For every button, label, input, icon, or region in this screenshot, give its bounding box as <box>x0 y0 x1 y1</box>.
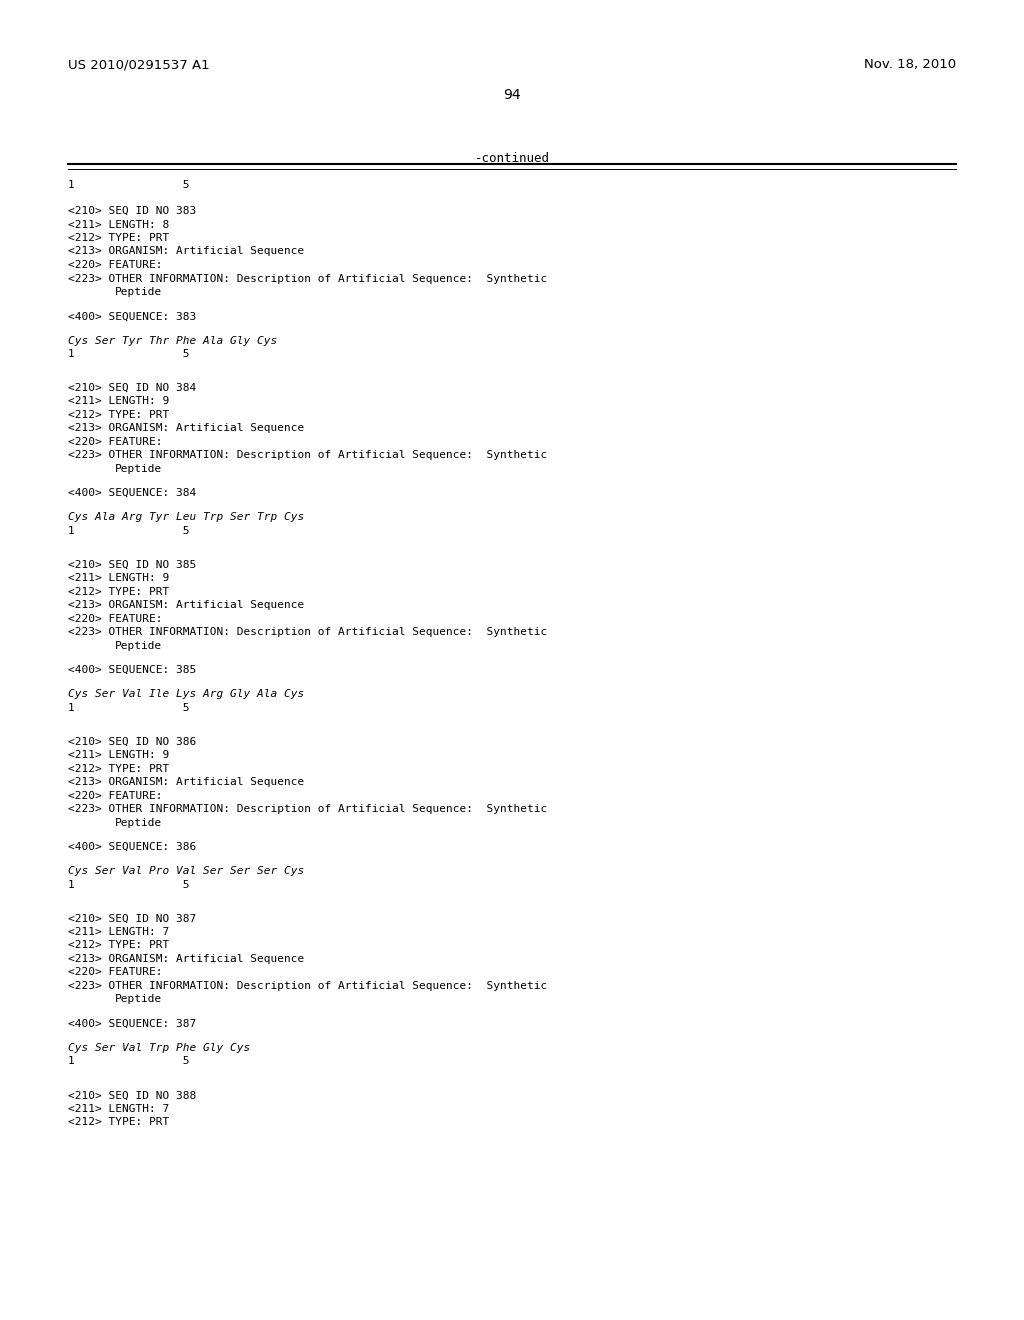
Text: -continued: -continued <box>474 152 550 165</box>
Text: <400> SEQUENCE: 385: <400> SEQUENCE: 385 <box>68 665 197 675</box>
Text: <220> FEATURE:: <220> FEATURE: <box>68 260 163 271</box>
Text: <400> SEQUENCE: 387: <400> SEQUENCE: 387 <box>68 1019 197 1028</box>
Text: <220> FEATURE:: <220> FEATURE: <box>68 614 163 624</box>
Text: Cys Ser Val Ile Lys Arg Gly Ala Cys: Cys Ser Val Ile Lys Arg Gly Ala Cys <box>68 689 304 700</box>
Text: <213> ORGANISM: Artificial Sequence: <213> ORGANISM: Artificial Sequence <box>68 601 304 610</box>
Text: <212> TYPE: PRT: <212> TYPE: PRT <box>68 586 169 597</box>
Text: <223> OTHER INFORMATION: Description of Artificial Sequence:  Synthetic: <223> OTHER INFORMATION: Description of … <box>68 450 547 461</box>
Text: <213> ORGANISM: Artificial Sequence: <213> ORGANISM: Artificial Sequence <box>68 954 304 964</box>
Text: <212> TYPE: PRT: <212> TYPE: PRT <box>68 940 169 950</box>
Text: <211> LENGTH: 7: <211> LENGTH: 7 <box>68 1104 169 1114</box>
Text: 1                5: 1 5 <box>68 180 189 190</box>
Text: Peptide: Peptide <box>115 817 162 828</box>
Text: <223> OTHER INFORMATION: Description of Artificial Sequence:  Synthetic: <223> OTHER INFORMATION: Description of … <box>68 981 547 991</box>
Text: 1                5: 1 5 <box>68 1056 189 1067</box>
Text: <220> FEATURE:: <220> FEATURE: <box>68 968 163 977</box>
Text: 1                5: 1 5 <box>68 879 189 890</box>
Text: Peptide: Peptide <box>115 640 162 651</box>
Text: 1                5: 1 5 <box>68 702 189 713</box>
Text: Nov. 18, 2010: Nov. 18, 2010 <box>864 58 956 71</box>
Text: <210> SEQ ID NO 388: <210> SEQ ID NO 388 <box>68 1090 197 1101</box>
Text: <223> OTHER INFORMATION: Description of Artificial Sequence:  Synthetic: <223> OTHER INFORMATION: Description of … <box>68 804 547 814</box>
Text: <212> TYPE: PRT: <212> TYPE: PRT <box>68 409 169 420</box>
Text: <220> FEATURE:: <220> FEATURE: <box>68 791 163 800</box>
Text: <210> SEQ ID NO 385: <210> SEQ ID NO 385 <box>68 560 197 570</box>
Text: <210> SEQ ID NO 384: <210> SEQ ID NO 384 <box>68 383 197 393</box>
Text: <212> TYPE: PRT: <212> TYPE: PRT <box>68 763 169 774</box>
Text: <212> TYPE: PRT: <212> TYPE: PRT <box>68 1117 169 1127</box>
Text: <210> SEQ ID NO 383: <210> SEQ ID NO 383 <box>68 206 197 216</box>
Text: <211> LENGTH: 8: <211> LENGTH: 8 <box>68 219 169 230</box>
Text: <210> SEQ ID NO 387: <210> SEQ ID NO 387 <box>68 913 197 924</box>
Text: <210> SEQ ID NO 386: <210> SEQ ID NO 386 <box>68 737 197 747</box>
Text: <400> SEQUENCE: 383: <400> SEQUENCE: 383 <box>68 312 197 321</box>
Text: US 2010/0291537 A1: US 2010/0291537 A1 <box>68 58 210 71</box>
Text: Peptide: Peptide <box>115 994 162 1005</box>
Text: <400> SEQUENCE: 386: <400> SEQUENCE: 386 <box>68 842 197 851</box>
Text: 1                5: 1 5 <box>68 525 189 536</box>
Text: Peptide: Peptide <box>115 463 162 474</box>
Text: <213> ORGANISM: Artificial Sequence: <213> ORGANISM: Artificial Sequence <box>68 777 304 787</box>
Text: <211> LENGTH: 9: <211> LENGTH: 9 <box>68 396 169 407</box>
Text: <400> SEQUENCE: 384: <400> SEQUENCE: 384 <box>68 488 197 498</box>
Text: <213> ORGANISM: Artificial Sequence: <213> ORGANISM: Artificial Sequence <box>68 424 304 433</box>
Text: Cys Ala Arg Tyr Leu Trp Ser Trp Cys: Cys Ala Arg Tyr Leu Trp Ser Trp Cys <box>68 512 304 523</box>
Text: Cys Ser Tyr Thr Phe Ala Gly Cys: Cys Ser Tyr Thr Phe Ala Gly Cys <box>68 335 278 346</box>
Text: <212> TYPE: PRT: <212> TYPE: PRT <box>68 234 169 243</box>
Text: Cys Ser Val Trp Phe Gly Cys: Cys Ser Val Trp Phe Gly Cys <box>68 1043 250 1053</box>
Text: <213> ORGANISM: Artificial Sequence: <213> ORGANISM: Artificial Sequence <box>68 247 304 256</box>
Text: <223> OTHER INFORMATION: Description of Artificial Sequence:  Synthetic: <223> OTHER INFORMATION: Description of … <box>68 627 547 638</box>
Text: 94: 94 <box>503 88 521 102</box>
Text: <211> LENGTH: 9: <211> LENGTH: 9 <box>68 573 169 583</box>
Text: Cys Ser Val Pro Val Ser Ser Ser Cys: Cys Ser Val Pro Val Ser Ser Ser Cys <box>68 866 304 876</box>
Text: <223> OTHER INFORMATION: Description of Artificial Sequence:  Synthetic: <223> OTHER INFORMATION: Description of … <box>68 273 547 284</box>
Text: 1                5: 1 5 <box>68 348 189 359</box>
Text: Peptide: Peptide <box>115 286 162 297</box>
Text: <211> LENGTH: 7: <211> LENGTH: 7 <box>68 927 169 937</box>
Text: <220> FEATURE:: <220> FEATURE: <box>68 437 163 447</box>
Text: <211> LENGTH: 9: <211> LENGTH: 9 <box>68 750 169 760</box>
